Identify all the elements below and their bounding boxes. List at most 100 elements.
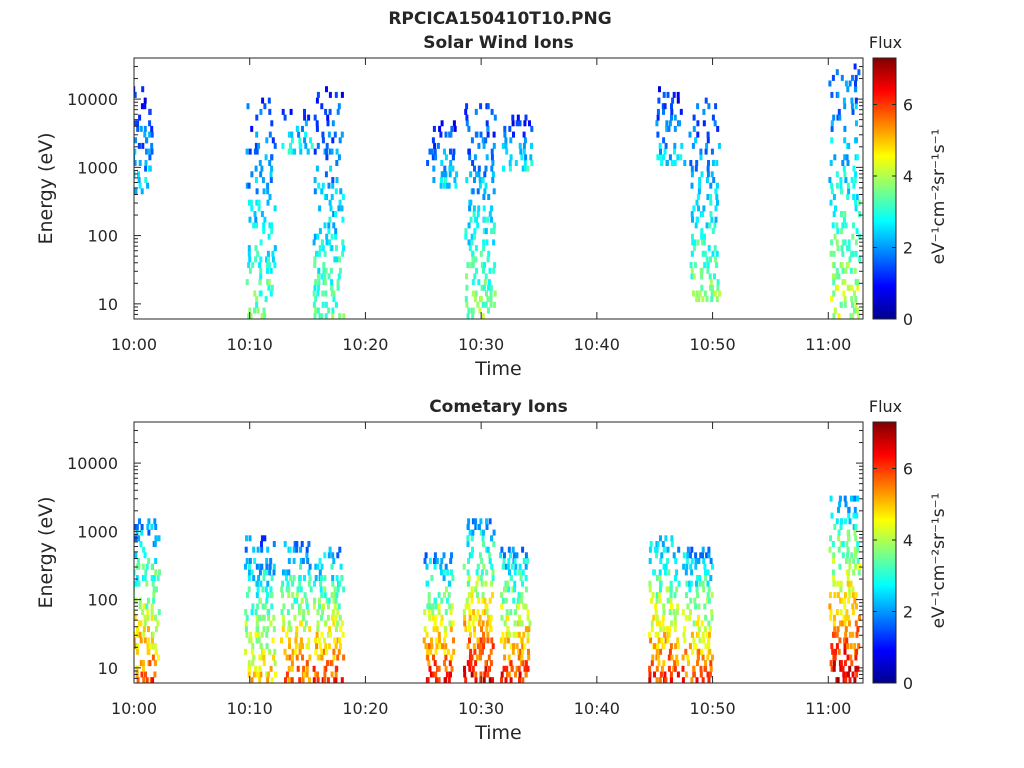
heatmap-cell [450, 125, 454, 132]
heatmap-cell [830, 120, 834, 127]
heatmap-cell [449, 558, 453, 564]
heatmap-cell [259, 267, 263, 274]
heatmap-cell [520, 620, 524, 627]
heatmap-cell [467, 620, 471, 627]
heatmap-cell [704, 643, 708, 650]
heatmap-cell [244, 626, 248, 633]
heatmap-cell [518, 569, 522, 576]
heatmap-cell [250, 648, 254, 655]
heatmap-cell [296, 125, 300, 132]
heatmap-cell [650, 597, 653, 604]
heatmap-cell [271, 256, 275, 263]
heatmap-cell [514, 160, 518, 166]
heatmap-cell [447, 182, 451, 189]
heatmap-cell [854, 620, 858, 627]
heatmap-cell [134, 552, 138, 559]
heatmap-cell [514, 563, 518, 570]
heatmap-cell [676, 671, 680, 678]
heatmap-cell [521, 546, 525, 553]
heatmap-cell [830, 239, 834, 246]
heatmap-cell [340, 677, 344, 683]
heatmap-cell [289, 108, 293, 115]
heatmap-cell [299, 637, 303, 644]
heatmap-cell [839, 524, 843, 530]
heatmap-cell [500, 603, 504, 610]
heatmap-cell [504, 597, 508, 604]
heatmap-cell [150, 603, 154, 610]
heatmap-cell [287, 626, 291, 633]
heatmap-cell [503, 643, 507, 650]
heatmap-cell [126, 183, 129, 189]
heatmap-cell [262, 222, 266, 229]
heatmap-cell [852, 194, 856, 200]
heatmap-cell [502, 165, 505, 172]
heatmap-cell [431, 603, 435, 610]
heatmap-cell [709, 575, 713, 581]
heatmap-cell [266, 250, 270, 257]
heatmap-cell [705, 256, 709, 263]
heatmap-cell [313, 114, 317, 121]
heatmap-cell [707, 637, 711, 644]
heatmap-cell [312, 677, 316, 683]
heatmap-cell [124, 132, 127, 138]
heatmap-cell [475, 171, 479, 178]
heatmap-cell [858, 211, 861, 217]
heatmap-cell [507, 558, 511, 564]
heatmap-cell [491, 592, 494, 599]
heatmap-cell [662, 137, 666, 144]
heatmap-cell [659, 671, 663, 678]
heatmap-cell [150, 125, 154, 132]
y-tick-label: 10 [98, 659, 118, 678]
heatmap-cell [670, 108, 674, 115]
heatmap-cell [154, 569, 158, 576]
heatmap-cell [659, 648, 663, 655]
heatmap-cell [287, 569, 291, 576]
heatmap-cell [669, 586, 673, 593]
heatmap-cell [301, 614, 305, 621]
heatmap-cell [485, 569, 489, 576]
heatmap-cell [695, 575, 699, 581]
heatmap-cell [686, 546, 690, 553]
heatmap-cell [521, 569, 525, 576]
heatmap-cell [255, 614, 259, 621]
heatmap-cell [832, 290, 836, 297]
heatmap-cell [256, 586, 260, 593]
heatmap-cell [286, 609, 290, 616]
heatmap-cell [444, 677, 448, 683]
heatmap-cell [696, 660, 699, 667]
heatmap-cell [520, 637, 524, 644]
heatmap-cell [143, 620, 147, 627]
heatmap-cell [306, 148, 310, 155]
heatmap-cell [523, 137, 527, 144]
heatmap-cell [846, 643, 850, 650]
heatmap-cell [327, 643, 331, 650]
heatmap-cell [323, 273, 327, 280]
heatmap-cell [850, 97, 854, 104]
heatmap-cell [706, 569, 710, 576]
heatmap-cell [341, 216, 345, 223]
heatmap-cell [317, 284, 320, 291]
heatmap-cell [253, 148, 257, 155]
heatmap-cell [655, 677, 659, 683]
heatmap-cell [295, 654, 299, 661]
heatmap-cell [482, 677, 486, 683]
heatmap-cell [848, 563, 852, 570]
x-tick-label: 10:50 [690, 335, 736, 354]
heatmap-cell [665, 120, 669, 127]
heatmap-cell [828, 177, 832, 183]
heatmap-cell [673, 160, 677, 166]
heatmap-cell [679, 108, 683, 115]
heatmap-cell [650, 660, 654, 667]
heatmap-cell [843, 296, 847, 303]
heatmap-cell [670, 541, 674, 547]
heatmap-cell [833, 654, 837, 661]
heatmap-cell [428, 558, 432, 564]
heatmap-cell [857, 614, 861, 621]
heatmap-cell [247, 671, 251, 678]
heatmap-cell [655, 575, 659, 581]
colorbar-label: Flux [869, 33, 902, 52]
heatmap-cell [837, 546, 841, 553]
heatmap-cell [486, 637, 490, 644]
heatmap-cell [836, 677, 840, 683]
heatmap-cell [341, 250, 345, 257]
